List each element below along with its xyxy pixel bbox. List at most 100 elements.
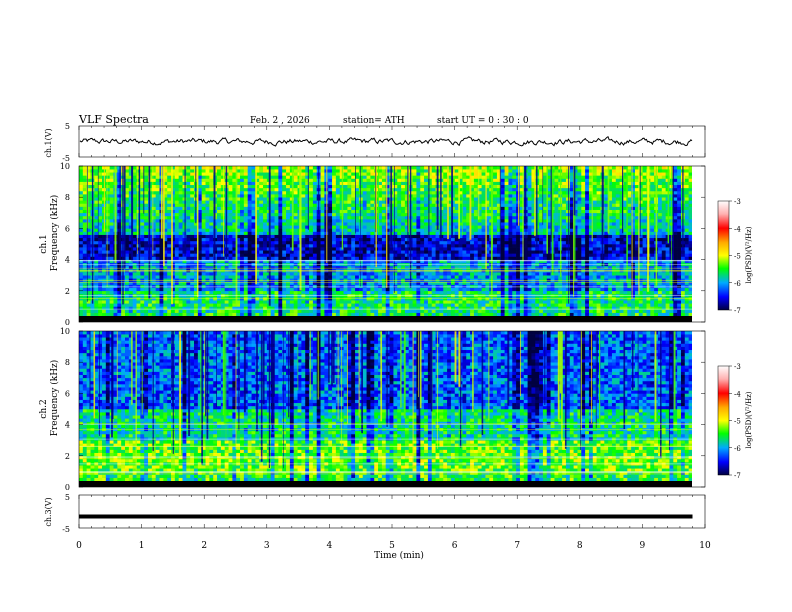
spectrogram-cell (358, 312, 364, 317)
spectrogram-cell (247, 175, 252, 179)
spectrogram-cell (293, 190, 298, 195)
spectrogram-cell (447, 194, 452, 198)
spectrogram-cell (335, 256, 341, 260)
spectrogram-cell (370, 200, 375, 204)
spectrogram-cell (401, 240, 406, 245)
spectrogram-cell (140, 209, 145, 214)
spectrogram-cell (163, 194, 168, 198)
spectrogram-cell (443, 281, 448, 285)
spectrogram-cell (167, 231, 172, 235)
spectrogram-cell (259, 219, 264, 223)
spectrogram-cell (209, 200, 214, 204)
spectrogram-cell (259, 225, 264, 229)
spectrogram-cell (209, 169, 214, 173)
spectrogram-cell (450, 240, 456, 245)
spectrogram-cell (205, 219, 210, 223)
spectrogram-cell (393, 278, 398, 282)
spectrogram-cell (427, 172, 433, 176)
spectrogram-cell (125, 247, 130, 251)
spectrogram-cell (105, 231, 110, 235)
spectrogram-cell (186, 253, 191, 257)
spectrogram-cell (136, 300, 141, 304)
spectrogram-cell (171, 194, 176, 198)
spectrogram-cell (320, 169, 325, 173)
spectrogram-cell (167, 203, 172, 207)
spectrogram-cell (347, 187, 352, 192)
spectrogram-cell (209, 190, 214, 195)
spectrogram-cell (335, 200, 341, 204)
spectrogram-cell (439, 303, 444, 307)
spectrogram-cell (144, 212, 149, 217)
spectrogram-cell (224, 303, 229, 307)
spectrogram-cell (174, 169, 179, 173)
spectrogram-cell (236, 265, 241, 270)
spectrogram-cell (86, 272, 91, 276)
spectrogram-cell (140, 278, 145, 282)
spectrogram-cell (393, 312, 398, 317)
spectrogram-cell (209, 265, 214, 270)
spectrogram-cell (102, 240, 107, 245)
spectrogram-cell (174, 250, 179, 254)
spectrogram-cell (255, 206, 260, 210)
spectrogram-cell (136, 172, 141, 176)
spectrogram-cell (155, 256, 160, 260)
spectrogram-cell (251, 287, 256, 292)
spectrogram-cell (82, 253, 87, 257)
spectrogram-cell (113, 265, 118, 270)
spectrogram-cell (220, 309, 225, 313)
spectrogram-cell (243, 169, 248, 173)
spectrogram-cell (443, 181, 448, 186)
spectrogram-cell (232, 272, 237, 276)
spectrogram-cell (190, 312, 195, 317)
ch1-waveform-line (79, 135, 693, 147)
spectrogram-cell (347, 259, 352, 264)
spectrogram-cell (194, 259, 199, 264)
spectrogram-cell (167, 166, 172, 170)
spectrogram-cell (289, 300, 295, 304)
spectrogram-cell (117, 212, 122, 217)
spectrogram-cell (447, 253, 452, 257)
spectrogram-cell (243, 256, 248, 260)
spectrogram-cell (155, 187, 160, 192)
spectrogram-cell (355, 240, 360, 245)
spectrogram-cell (320, 300, 325, 304)
spectrogram-cell (324, 281, 329, 285)
spectrogram-cell (358, 259, 364, 264)
spectrogram-cell (247, 231, 252, 235)
spectrogram-cell (109, 247, 114, 251)
spectrogram-cell (347, 240, 352, 245)
spectrogram-cell (136, 203, 141, 207)
spectrogram-cell (194, 228, 199, 232)
spectrogram-cell (167, 181, 172, 186)
spectrogram-cell (312, 309, 318, 313)
spectrogram-cell (420, 306, 425, 310)
spectrogram-cell (151, 275, 156, 279)
station-label: station= ATH (343, 116, 405, 126)
spectrogram-cell (335, 272, 341, 276)
spectrogram-cell (286, 253, 291, 257)
spectrogram-cell (144, 219, 149, 223)
spectrogram-cell (117, 215, 122, 220)
spectrogram-cell (163, 312, 168, 317)
spectrogram-cell (420, 222, 425, 226)
spectrogram-cell (347, 225, 352, 229)
spectrogram-cell (420, 194, 425, 198)
spectrogram-cell (163, 309, 168, 313)
spectrogram-cell (94, 231, 99, 235)
spectrogram-cell (197, 215, 202, 220)
spectrogram-cell (217, 231, 222, 235)
spectrogram-cell (125, 203, 130, 207)
spectrogram-cell (251, 259, 256, 264)
spectrogram-cell (171, 169, 176, 173)
spectrogram-cell (370, 247, 375, 251)
spectrogram-cell (385, 265, 390, 270)
spectrogram-cell (224, 272, 229, 276)
spectrogram-cell (232, 284, 237, 288)
spectrogram-cell (263, 203, 268, 207)
spectrogram-cell (117, 166, 122, 170)
spectrogram-cell (128, 306, 133, 310)
spectrogram-cell (197, 259, 202, 264)
spectrogram-cell (178, 259, 183, 264)
spectrogram-cell (132, 197, 137, 201)
spectrogram-cell (343, 272, 348, 276)
